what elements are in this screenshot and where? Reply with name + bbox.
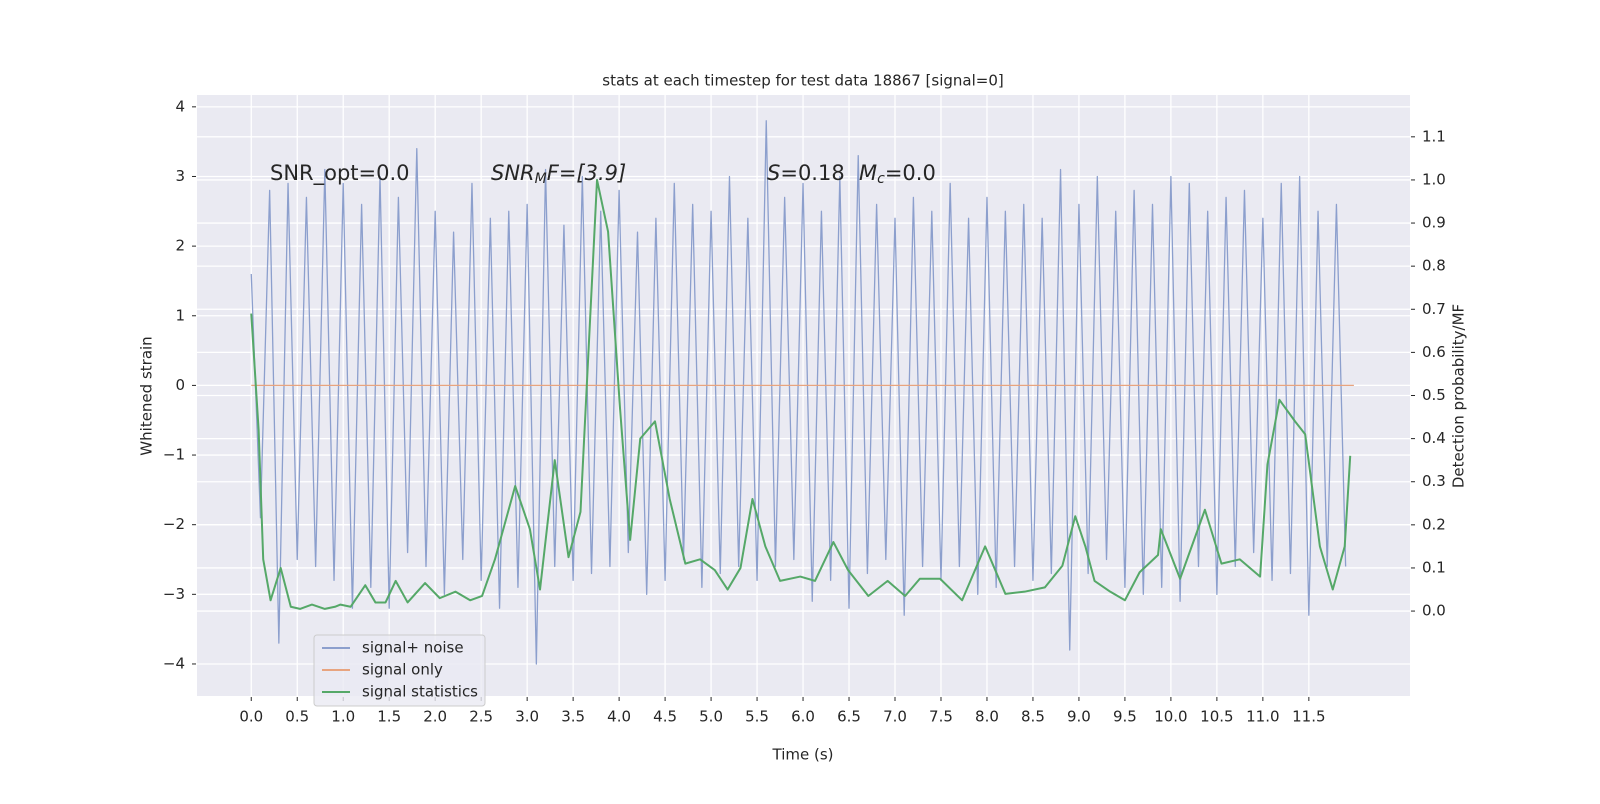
y-tick-label: 4 [175,97,185,115]
y2-tick-label: 0.5 [1422,386,1446,404]
chart-title: stats at each timestep for test data 188… [602,72,1003,90]
y2-tick-label: 0.9 [1422,214,1446,232]
labels: −4 −3 −2 −1 0 1 2 3 4 0.0 0.1 0.2 0.3 0.4 0.5 0.6 0.7 0.8… [163,97,1446,725]
x-tick-label: 11.5 [1292,708,1325,726]
x-tick-label: 5.0 [699,708,723,726]
y2-tick-label: 0.3 [1422,472,1446,490]
y-tick-label: −2 [163,515,185,533]
y2-tick-label: 1.0 [1422,170,1446,188]
x-tick-label: 6.0 [791,708,815,726]
x-tick-label: 5.5 [745,708,769,726]
x-tick-label: 10.0 [1154,708,1187,726]
legend-label: signal only [362,661,443,679]
x-tick-label: 0.5 [285,708,309,726]
y2-tick-label: 0.2 [1422,515,1446,533]
series-line [250,120,1347,665]
annotation-text: M [859,161,877,185]
legend-label: signal+ noise [362,639,464,657]
annotation-text: SNR_opt=0.0 [270,161,410,186]
y-tick-label: −1 [163,446,185,464]
annotation-text: F=[3.9] [547,161,626,185]
x-tick-label: 8.0 [975,708,999,726]
x-tick-label: 1.0 [331,708,355,726]
x-tick-label: 8.5 [1021,708,1045,726]
annotation-text: S [767,161,780,185]
x-tick-label: 3.5 [561,708,585,726]
x-axis-label: Time (s) [772,746,834,764]
x-tick-label: 6.5 [837,708,861,726]
x-tick-label: 11.0 [1246,708,1279,726]
annotation-subscript: c [877,171,885,187]
annotation: SNRMF=[3.9] [491,161,626,187]
x-tick-label: 2.5 [469,708,493,726]
y-tick-label: 0 [175,376,185,394]
legend-box [313,634,486,707]
y2-tick-label: 1.1 [1422,127,1446,145]
annotation: S=0.18 [767,161,845,185]
x-tick-label: 9.5 [1113,708,1137,726]
x-tick-label: 4.0 [607,708,631,726]
y2-tick-label: 0.0 [1422,602,1446,620]
x-tick-label: 7.0 [883,708,907,726]
x-tick-label: 2.0 [423,708,447,726]
x-tick-label: 10.5 [1200,708,1233,726]
legend-label: signal statistics [362,683,478,701]
y2-axis-label: Detection probability/MF [1450,304,1468,488]
y2-tick-label: 0.7 [1422,300,1446,318]
annotation-text: =0.18 [780,161,844,185]
y-axis-label: Whitened strain [138,336,156,455]
series-line [250,178,1352,610]
x-tick-label: 4.5 [653,708,677,726]
x-tick-label: 1.5 [377,708,401,726]
y-tick-label: −3 [163,585,185,603]
y2-tick-label: 0.8 [1422,257,1446,275]
legend: signal+ noise signal only signal statistic… [313,634,486,707]
y-tick-label: −4 [163,654,185,672]
y2-tick-label: 0.4 [1422,429,1446,447]
annotation-subscript: M [535,171,547,187]
y-tick-label: 3 [175,167,185,185]
x-tick-label: 3.0 [515,708,539,726]
x-tick-label: 7.5 [929,708,953,726]
y-tick-label: 1 [175,306,185,324]
y2-tick-label: 0.6 [1422,343,1446,361]
annotation-text: SNR [491,161,535,185]
marks [250,120,1354,665]
y-tick-label: 2 [175,237,185,255]
annotation-text: =0.0 [885,161,936,185]
annotation: Mc=0.0 [859,161,936,187]
y2-tick-label: 0.1 [1422,558,1446,576]
x-tick-label: 9.0 [1067,708,1091,726]
annotation: SNR_opt=0.0 [270,161,410,186]
x-tick-label: 0.0 [239,708,263,726]
